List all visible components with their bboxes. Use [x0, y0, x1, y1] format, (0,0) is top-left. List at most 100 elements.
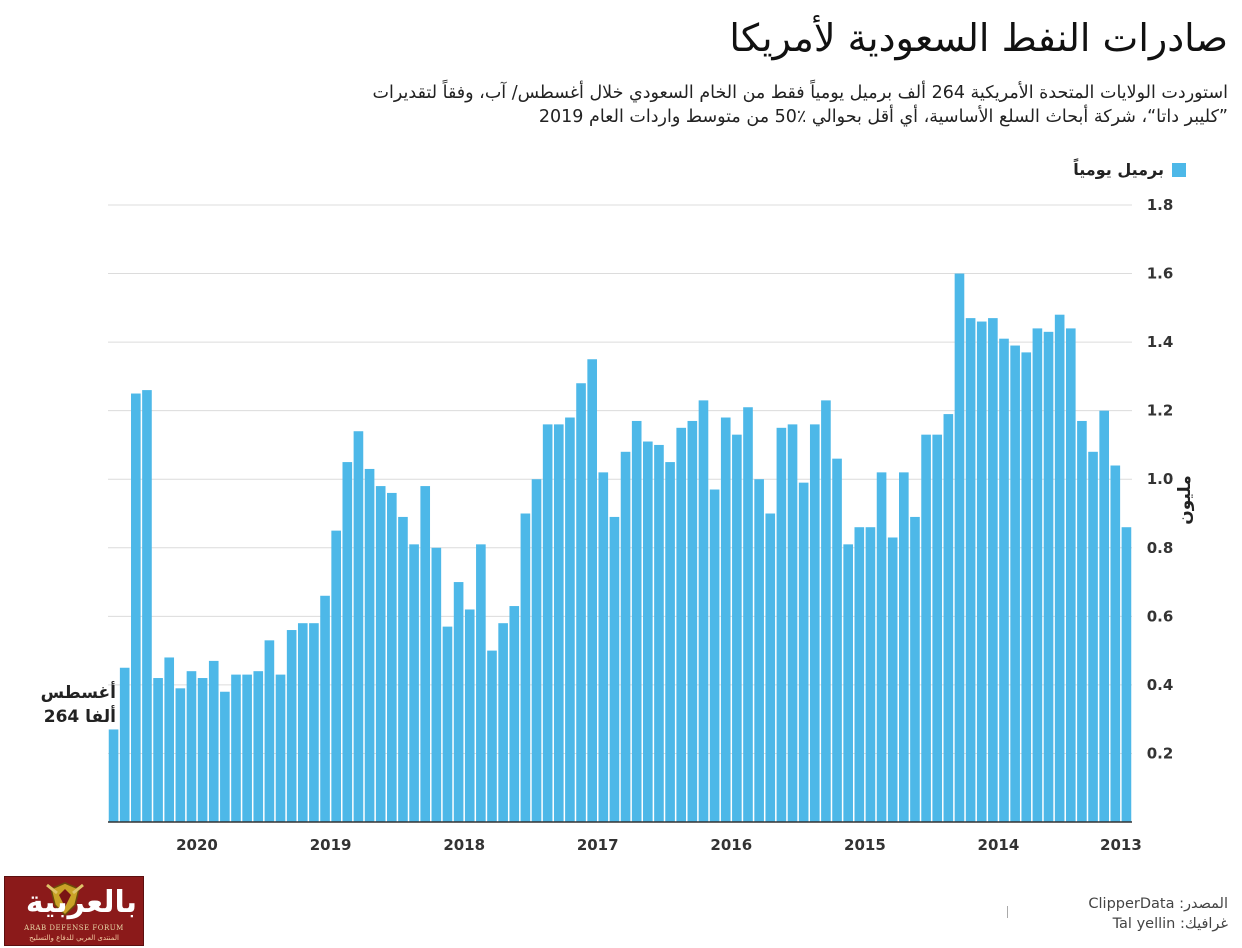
bar: [988, 318, 998, 822]
bar: [131, 393, 141, 822]
subtitle-line-1: استوردت الولايات المتحدة الأمريكية 264 أ…: [372, 83, 1228, 103]
bar: [709, 489, 720, 822]
bar: [487, 650, 497, 822]
bar: [453, 582, 464, 822]
bar: [1021, 352, 1032, 822]
bar: [1054, 314, 1065, 822]
bar: [954, 273, 965, 822]
bar: [1077, 420, 1087, 822]
bar: [576, 383, 586, 822]
y-tick-label: 1.4: [1147, 333, 1174, 351]
y-tick-label: 1.2: [1147, 402, 1174, 420]
x-tick-label: 2014: [978, 836, 1020, 854]
annotation-value: 264 ألفا: [44, 705, 116, 727]
bar: [420, 486, 431, 822]
footer-divider: [1007, 906, 1008, 918]
bar: [765, 513, 776, 822]
bar: [498, 623, 508, 822]
bar: [164, 657, 175, 822]
bar: [776, 427, 787, 822]
bar: [431, 547, 442, 822]
bar: [676, 427, 687, 822]
bar: [331, 530, 341, 822]
bar: [509, 606, 520, 822]
bar: [1032, 328, 1043, 822]
bar: [887, 537, 898, 822]
x-tick-label: 2016: [710, 836, 752, 854]
bar: [620, 451, 631, 822]
y-axis-tick-labels: 0.2 0.4 0.6 0.8 1.0 1.2 1.4 1.6 1.8: [1147, 196, 1174, 762]
bar: [832, 458, 842, 822]
bar: [965, 318, 976, 822]
bar: [442, 626, 453, 822]
x-axis-tick-labels: 2013 2014 2015 2016 2017 2018 2019 2020: [176, 836, 1142, 854]
bar: [553, 424, 564, 822]
y-tick-label: 1.6: [1147, 265, 1174, 283]
bar: [698, 400, 709, 822]
bar: [843, 544, 853, 822]
y-tick-label: 0.4: [1147, 676, 1174, 694]
bar: [364, 468, 375, 822]
bar: [899, 472, 909, 822]
bar: [1043, 331, 1054, 822]
y-axis-title: مليون: [1175, 475, 1195, 525]
bar: [353, 431, 364, 822]
y-tick-label: 0.8: [1147, 539, 1174, 557]
bar: [865, 527, 876, 822]
x-tick-label: 2018: [443, 836, 485, 854]
bar: [999, 338, 1009, 822]
bar: [231, 674, 241, 822]
bar: [320, 595, 330, 822]
bar: [598, 472, 609, 822]
bar: [587, 359, 597, 822]
bar: [854, 527, 865, 822]
x-tick-label: 2020: [176, 836, 218, 854]
bar: [754, 479, 764, 822]
bar: [286, 630, 297, 822]
x-tick-label: 2017: [577, 836, 619, 854]
bar: [531, 479, 542, 822]
legend-label: برميل يومياً: [1073, 160, 1164, 179]
bar: [976, 321, 987, 822]
bar: [809, 424, 820, 822]
subtitle-line-2: ”كليبر داتا“، شركة أبحاث السلع الأساسية،…: [538, 106, 1228, 127]
bar: [520, 513, 531, 822]
x-tick-label: 2019: [310, 836, 352, 854]
bar: [175, 688, 186, 822]
x-tick-label: 2013: [1100, 836, 1142, 854]
bar: [253, 671, 264, 822]
bar: [1065, 328, 1076, 822]
logo-subtitle-ar: المنتدى العربي للدفاع والتسليح: [29, 934, 119, 942]
y-tick-label: 1.8: [1147, 196, 1174, 214]
bar: [309, 623, 319, 822]
bar: [1121, 527, 1132, 822]
annotation-month: أغسطس: [41, 681, 116, 703]
bar: [275, 674, 286, 822]
y-tick-label: 0.6: [1147, 607, 1174, 625]
y-tick-label: 0.2: [1147, 744, 1174, 762]
bar: [464, 609, 475, 822]
bar: [409, 544, 419, 822]
bar: [1110, 465, 1121, 822]
bar: [743, 407, 753, 822]
bars: [108, 273, 1132, 822]
bar: [932, 434, 943, 822]
bar: [631, 420, 642, 822]
bar: [609, 516, 620, 822]
bar: [142, 390, 152, 822]
bar: [732, 434, 742, 822]
x-tick-label: 2015: [844, 836, 886, 854]
bar: [1088, 451, 1098, 822]
bar: [643, 441, 653, 822]
forum-logo: بالعربية ARAB DEFENSE FORUM المنتدى العر…: [4, 876, 144, 946]
bar: [665, 462, 675, 822]
bar: [186, 671, 197, 822]
bar: [565, 417, 575, 822]
source-text: المصدر: ClipperData: [1088, 896, 1228, 912]
bar: [108, 729, 119, 822]
bar: [264, 640, 275, 822]
bar: [197, 678, 208, 822]
bar: [787, 424, 798, 822]
bar: [654, 444, 664, 822]
bar: [687, 420, 698, 822]
